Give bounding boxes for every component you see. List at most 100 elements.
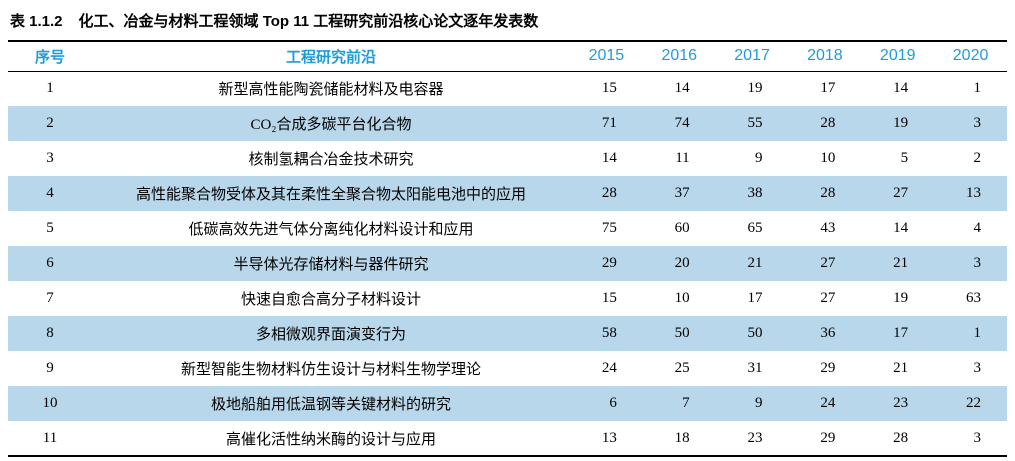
- header-row: 序号 工程研究前沿 2015 2016 2017 2018 2019 2020: [8, 41, 1007, 71]
- table-row: 2 CO₂合成多碳平台化合物 71 74 55 28 19 3: [8, 106, 1007, 141]
- table-header: 序号 工程研究前沿 2015 2016 2017 2018 2019 2020: [8, 41, 1007, 71]
- table-row: 5 低碳高效先进气体分离纯化材料设计和应用 75 60 65 43 14 4: [8, 211, 1007, 246]
- paper-count: 37: [674, 185, 690, 201]
- research-front-name: 高催化活性纳米酶的设计与应用: [225, 431, 436, 448]
- paper-count: 75: [601, 220, 617, 236]
- paper-count: 1: [973, 325, 982, 341]
- paper-count: 31: [747, 360, 763, 376]
- paper-count: 10: [820, 150, 836, 166]
- paper-count: 14: [893, 220, 909, 236]
- paper-count: 23: [747, 429, 763, 446]
- research-front-name: 快速自愈合高分子材料设计: [240, 292, 421, 308]
- row-number: 7: [46, 290, 54, 306]
- paper-count: 29: [601, 255, 617, 271]
- paper-count: 58: [601, 325, 617, 341]
- research-front-name: 低碳高效先进气体分离纯化材料设计和应用: [188, 222, 474, 238]
- paper-count: 5: [900, 150, 909, 166]
- paper-count: 74: [674, 115, 690, 131]
- column-header-year: 2015: [588, 47, 625, 65]
- table-number: 表 1.1.2: [10, 13, 63, 30]
- paper-count: 25: [674, 360, 690, 376]
- research-front-name: 极地船舶用低温钢等关键材料的研究: [210, 397, 451, 413]
- column-header-year: 2016: [661, 47, 698, 65]
- table-title: 表 1.1.2 化工、冶金与材料工程领域 Top 11 工程研究前沿核心论文逐年发…: [8, 6, 1007, 40]
- paper-count: 11: [675, 150, 690, 166]
- paper-count: 17: [747, 290, 763, 306]
- papers-table: 序号 工程研究前沿 2015 2016 2017 2018 2019 2020 …: [8, 40, 1007, 457]
- table-row: 3 核制氢耦合冶金技术研究 14 11 9 10 5 2: [8, 141, 1007, 176]
- paper-count: 18: [674, 429, 690, 446]
- table-row: 8 多相微观界面演变行为 58 50 50 36 17 1: [8, 316, 1007, 351]
- research-front-name: 核制氢耦合冶金技术研究: [248, 152, 414, 168]
- paper-count: 15: [601, 80, 617, 97]
- table-row: 10 极地船舶用低温钢等关键材料的研究 6 7 9 24 23 22: [8, 386, 1007, 421]
- column-header-front: 工程研究前沿: [285, 48, 376, 66]
- paper-count: 29: [820, 360, 836, 376]
- paper-count: 50: [747, 325, 763, 341]
- table-body: 1 新型高性能陶瓷储能材料及电容器 15 14 19 17 14 1 2 CO₂合成多碳平台化合物…: [8, 71, 1007, 456]
- paper-count: 28: [601, 185, 617, 201]
- table-row: 6 半导体光存储材料与器件研究 29 20 21 27 21 3: [8, 246, 1007, 281]
- paper-count: 50: [674, 325, 690, 341]
- paper-count: 24: [820, 395, 836, 411]
- row-number: 8: [46, 325, 54, 341]
- column-header-year: 2020: [952, 47, 989, 65]
- row-number: 10: [42, 395, 58, 411]
- research-front-name: 新型智能生物材料仿生设计与材料生物学理论: [180, 362, 481, 378]
- column-header-no: 序号: [34, 48, 65, 66]
- paper-count: 3: [973, 115, 982, 131]
- research-front-name: 半导体光存储材料与器件研究: [233, 257, 429, 273]
- research-front-name: 高性能聚合物受体及其在柔性全聚合物太阳能电池中的应用: [135, 187, 526, 203]
- paper-count: 65: [747, 220, 763, 236]
- column-header-year: 2017: [734, 47, 770, 65]
- paper-count: 13: [601, 429, 617, 446]
- paper-count: 14: [674, 80, 690, 97]
- table-caption: 化工、冶金与材料工程领域 Top 11 工程研究前沿核心论文逐年发表数: [78, 13, 539, 30]
- row-number: 2: [46, 115, 54, 131]
- research-front-name: CO₂合成多碳平台化合物: [250, 117, 412, 133]
- table-row: 7 快速自愈合高分子材料设计 15 10 17 27 19 63: [8, 281, 1007, 316]
- table-row: 4 高性能聚合物受体及其在柔性全聚合物太阳能电池中的应用 28 37 38 28 27 13: [8, 176, 1007, 211]
- table-row: 9 新型智能生物材料仿生设计与材料生物学理论 24 25 31 29 21 3: [8, 351, 1007, 386]
- table-row: 1 新型高性能陶瓷储能材料及电容器 15 14 19 17 14 1: [8, 71, 1007, 106]
- paper-count: 28: [820, 115, 836, 131]
- paper-count: 1: [973, 80, 982, 97]
- row-number: 9: [46, 360, 54, 376]
- paper-count: 28: [820, 185, 836, 201]
- paper-count: 3: [973, 360, 982, 376]
- paper-count: 21: [747, 255, 763, 271]
- paper-count: 55: [747, 115, 763, 131]
- research-front-name: 多相微观界面演变行为: [255, 327, 406, 343]
- row-number: 3: [46, 150, 54, 166]
- paper-count: 3: [973, 429, 982, 446]
- paper-count: 14: [601, 150, 617, 166]
- row-number: 4: [46, 185, 54, 201]
- table-row: 11 高催化活性纳米酶的设计与应用 13 18 23 29 28 3: [8, 421, 1007, 456]
- paper-count: 24: [601, 360, 617, 376]
- paper-count: 27: [893, 185, 909, 201]
- paper-count: 28: [893, 429, 909, 446]
- paper-count: 71: [601, 115, 617, 131]
- paper-count: 17: [893, 325, 909, 341]
- paper-count: 4: [973, 220, 982, 236]
- row-number: 11: [42, 429, 58, 446]
- paper-count: 27: [820, 290, 836, 306]
- paper-count: 19: [747, 80, 763, 97]
- paper-count: 7: [682, 395, 690, 411]
- paper-count: 6: [609, 395, 617, 411]
- research-front-name: 新型高性能陶瓷储能材料及电容器: [218, 82, 444, 99]
- paper-count: 63: [966, 290, 981, 306]
- paper-count: 3: [973, 255, 982, 271]
- paper-count: 20: [674, 255, 690, 271]
- paper-count: 17: [820, 80, 836, 97]
- row-number: 1: [46, 80, 54, 97]
- row-number: 5: [46, 220, 54, 236]
- paper-count: 9: [754, 395, 763, 411]
- paper-count: 15: [601, 290, 617, 306]
- paper-count: 10: [674, 290, 690, 306]
- paper-count: 60: [674, 220, 690, 236]
- paper-count: 29: [820, 429, 836, 446]
- paper-count: 9: [754, 150, 763, 166]
- paper-count: 19: [893, 115, 909, 131]
